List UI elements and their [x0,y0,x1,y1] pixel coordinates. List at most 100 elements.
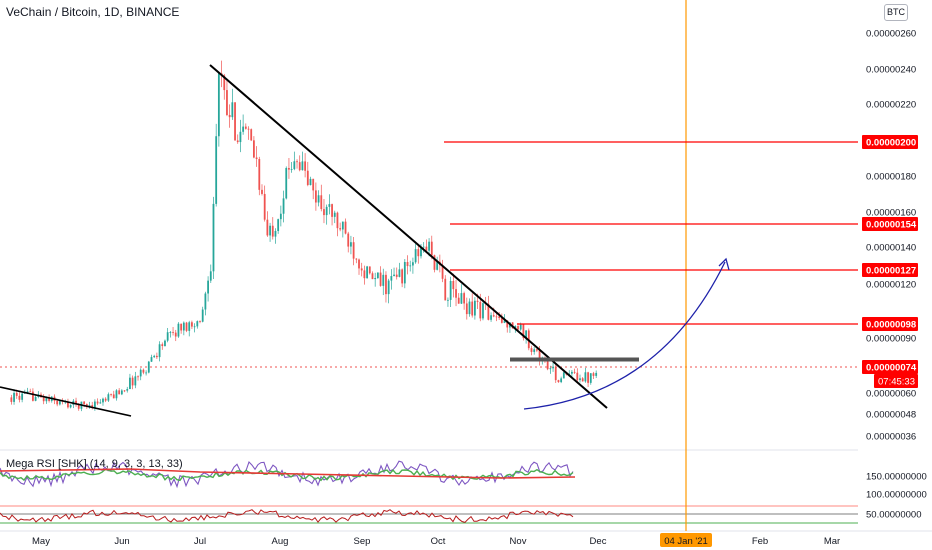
candle [228,104,231,128]
candle [457,293,460,304]
candle [110,393,112,397]
rsi-indicator-lines [0,460,576,523]
candle [158,341,161,362]
price-tag: 0.00000200 [862,135,918,149]
candle-body [579,378,581,381]
time-tick-label: Feb [752,536,768,547]
candle-body [261,189,263,194]
candle [80,401,83,412]
candle [584,367,587,383]
candle [452,273,455,298]
candle-body [207,280,209,294]
candle-body [476,300,479,302]
candle [285,166,288,200]
candle-body [517,326,519,330]
candle-body [32,391,34,401]
candle-body [379,272,382,286]
candle [409,260,412,272]
candle [10,394,13,405]
highlighted-date-box [660,533,712,547]
candle-body [374,278,377,280]
candle-body [266,219,269,236]
candle-body [147,361,150,373]
candle [209,264,212,283]
candle-body [589,373,592,383]
rsi-darkred-line [0,509,574,523]
candle [177,322,180,338]
drawing-layer [0,0,858,531]
rsi-green-line [0,468,574,482]
candle-body [487,303,490,320]
candle-body [347,233,350,247]
candle-body [473,300,476,316]
price-tag-box [862,317,918,331]
candle-body [554,366,557,381]
candle-body [471,301,474,316]
highlighted-date-label: 04 Jan '21 [664,536,708,547]
candle-body [26,391,29,393]
candle-body [325,206,328,216]
candle [253,136,255,159]
indicator-tick-label: 50.00000000 [866,510,921,521]
candle-body [228,114,231,118]
candle-body [296,161,298,163]
candle-body [150,357,153,362]
time-axis[interactable]: May Jun Jul Aug Sep Oct Nov Dec 04 Jan '21 Feb Mar [32,533,840,547]
candle-body [441,265,444,279]
candle-body [452,280,455,290]
candle-body [312,178,315,191]
candle-body [112,394,115,399]
candle [398,262,401,278]
candle-body [83,401,86,405]
countdown-label: 07:45:33 [878,377,915,388]
time-tick-label: Nov [510,536,527,547]
price-tick-label: 0.00000090 [866,334,916,345]
candle [471,293,474,318]
candle [145,370,148,376]
candle [306,161,309,187]
indicator-tick-label: 150.00000000 [866,472,927,483]
candle-body [91,405,94,408]
candle-body [393,274,395,277]
price-axis[interactable]: 0.00000260 0.00000240 0.00000220 0.00000180… [866,29,927,521]
candle [153,354,156,359]
candle-body [164,340,166,347]
candle-body [199,321,201,322]
candle [94,399,96,411]
candle-body [75,400,77,404]
candle-body [196,321,199,327]
candle [406,255,409,275]
price-tag-box [862,135,918,149]
candle-body [123,390,126,392]
candle [363,265,366,285]
candle [75,397,77,407]
candle-body [288,167,290,170]
candle-body [576,372,579,381]
candle [495,313,498,322]
candle-body [500,317,503,323]
candle [581,377,584,382]
candle-body [363,270,366,279]
candle-body [595,372,598,376]
candle [104,397,107,403]
candle-body [255,157,258,160]
candle-body [158,344,161,358]
candle [573,368,576,375]
candle [215,123,218,207]
candle [323,199,325,224]
candle-body [301,161,304,171]
candle [298,155,301,172]
candle [500,313,503,324]
projection-arrowhead [718,257,730,271]
candle-body [425,246,428,251]
candle-body [492,315,495,317]
candle-body [560,378,563,383]
candle [172,327,174,336]
currency-badge[interactable]: BTC [884,4,908,21]
candle [358,258,360,275]
candle [261,184,263,196]
price-tick-label: 0.00000260 [866,29,916,40]
candle-body [417,249,420,257]
candle-body [538,350,541,362]
